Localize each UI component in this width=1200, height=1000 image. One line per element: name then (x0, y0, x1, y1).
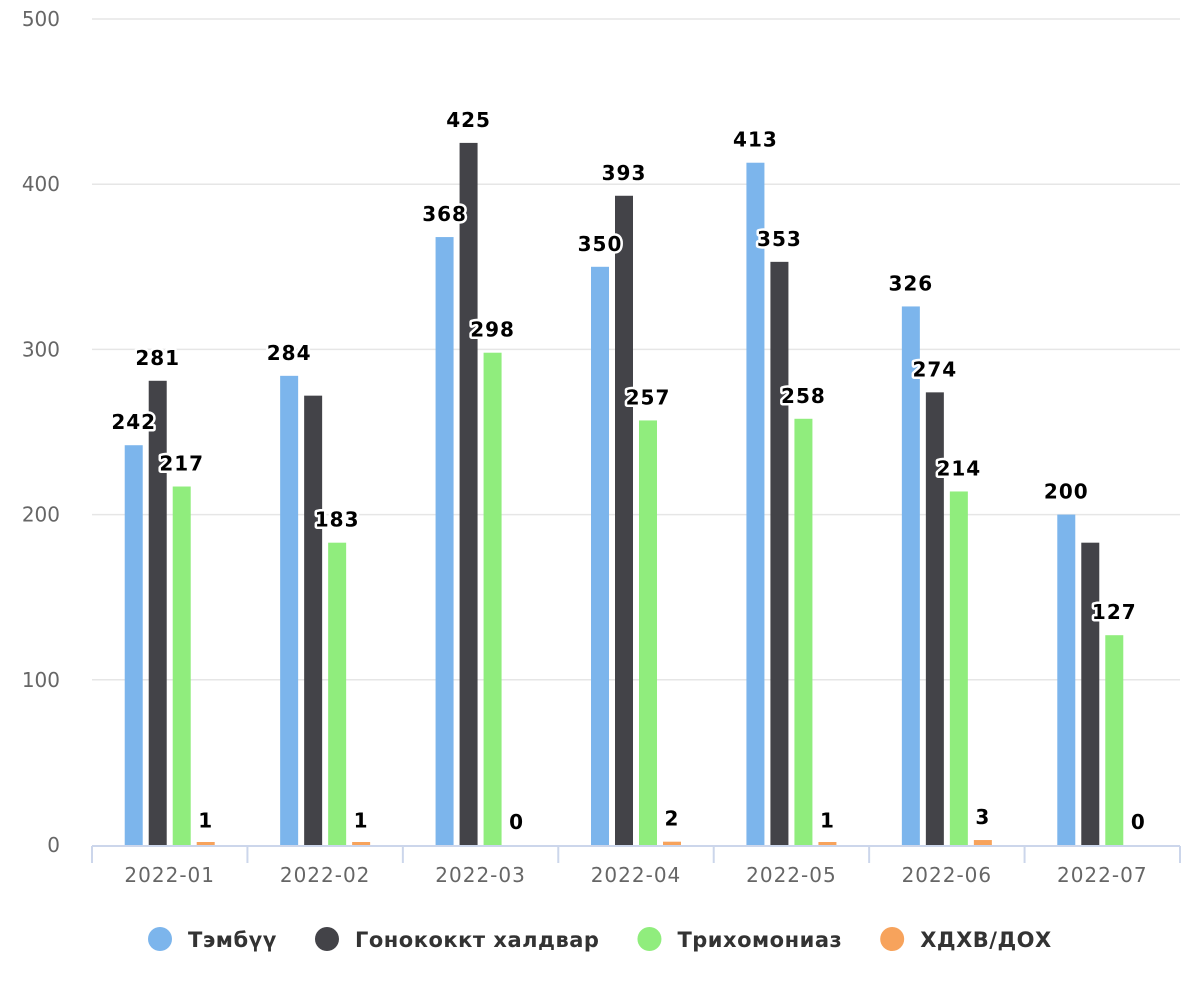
bar (149, 381, 167, 845)
bar (125, 445, 143, 845)
bar (974, 840, 992, 845)
data-label: 326 (888, 271, 933, 295)
x-tick-label: 2022-04 (591, 863, 682, 887)
data-label: 217 (159, 452, 204, 476)
bar (639, 420, 657, 845)
data-label: 127 (1092, 600, 1137, 624)
data-label: 258 (781, 384, 826, 408)
bar (591, 267, 609, 845)
bar (197, 842, 215, 845)
data-label: 1 (820, 808, 835, 832)
bar (484, 353, 502, 845)
data-label: 257 (626, 385, 671, 409)
data-label: 274 (912, 357, 957, 381)
bar (1081, 543, 1099, 845)
bar (746, 163, 764, 845)
data-label: 284 (267, 341, 312, 365)
legend-marker (315, 927, 339, 951)
data-label: 298 (470, 318, 515, 342)
data-label: 0 (509, 810, 524, 834)
bar (902, 306, 920, 845)
legend-marker (148, 927, 172, 951)
data-label: 425 (446, 108, 491, 132)
data-label: 350 (578, 232, 623, 256)
y-tick-label: 300 (22, 337, 60, 361)
data-label: 1 (354, 808, 369, 832)
bar (615, 196, 633, 845)
bar (460, 143, 478, 845)
data-label: 214 (936, 456, 981, 480)
legend-label: Гонококкт халдвар (355, 928, 599, 952)
data-label: 1 (198, 808, 213, 832)
legend-label: Тэмбүү (188, 928, 277, 952)
legend-label: ХДХВ/ДОХ (920, 928, 1052, 952)
y-tick-label: 400 (22, 172, 60, 196)
y-tick-label: 200 (22, 503, 60, 527)
data-label: 281 (135, 346, 180, 370)
data-label: 413 (733, 128, 778, 152)
bar (352, 842, 370, 845)
bar (663, 842, 681, 845)
y-tick-label: 0 (47, 833, 60, 857)
y-tick-label: 500 (22, 7, 60, 31)
bar (328, 543, 346, 845)
bar (436, 237, 454, 845)
data-label: 200 (1044, 480, 1089, 504)
x-tick-label: 2022-06 (902, 863, 993, 887)
legend-marker (637, 927, 661, 951)
data-label: 242 (111, 410, 156, 434)
x-tick-label: 2022-03 (435, 863, 526, 887)
bar (1105, 635, 1123, 845)
y-tick-label: 100 (22, 668, 60, 692)
x-tick-label: 2022-07 (1057, 863, 1148, 887)
bar (770, 262, 788, 845)
data-label: 368 (422, 202, 467, 226)
data-label: 2 (665, 807, 680, 831)
bar (304, 396, 322, 845)
x-tick-label: 2022-02 (280, 863, 371, 887)
data-label: 3 (975, 805, 990, 829)
bar (794, 419, 812, 845)
bar (950, 491, 968, 845)
data-label: 393 (602, 161, 647, 185)
bar (1057, 515, 1075, 845)
bar (818, 842, 836, 845)
x-tick-label: 2022-05 (746, 863, 837, 887)
data-label: 353 (757, 227, 802, 251)
data-label: 183 (315, 508, 360, 532)
legend-label: Трихомониаз (677, 928, 842, 952)
bar (173, 487, 191, 845)
data-label: 0 (1131, 810, 1146, 834)
bar (280, 376, 298, 845)
x-tick-label: 2022-01 (124, 863, 215, 887)
legend-marker (880, 927, 904, 951)
